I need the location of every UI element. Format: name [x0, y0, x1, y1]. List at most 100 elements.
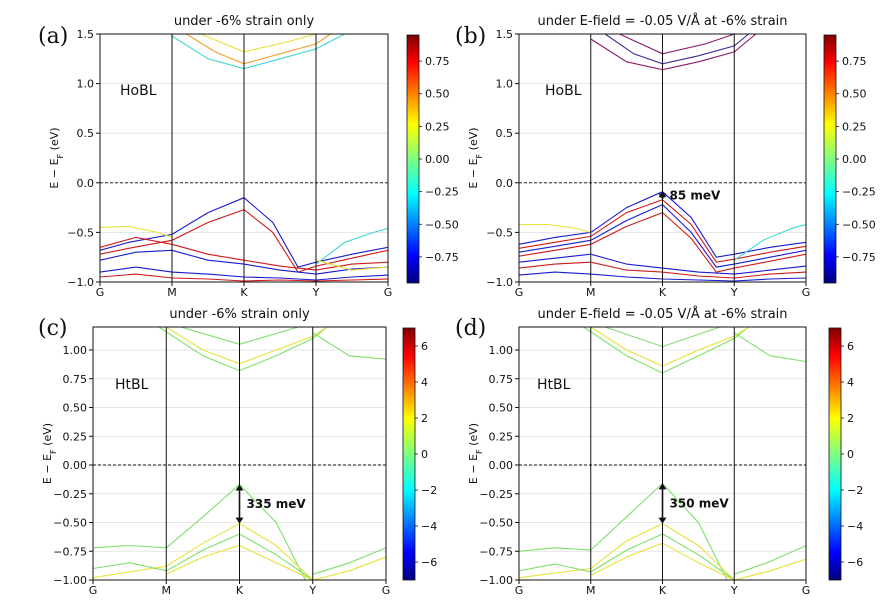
band-line	[93, 533, 314, 580]
colorbar-tick-label: −0.25	[425, 186, 459, 199]
y-axis-label: E − EF (eV)	[41, 423, 58, 484]
band-line	[519, 203, 806, 268]
colorbar-tick-label: 0.50	[425, 88, 450, 101]
panel-c: (c) under -6% strain only 1.00 0.75 0.50 0.25…	[38, 307, 437, 597]
y-tick-label: 0.5	[77, 127, 95, 140]
band-line	[315, 227, 388, 265]
band-line	[93, 483, 306, 580]
band-line	[519, 199, 806, 263]
panel-letter: (a)	[38, 24, 68, 49]
colorbar-tick-label: −0.50	[425, 218, 459, 231]
band-line	[312, 332, 386, 360]
colorbar-tick-label: 0.25	[842, 120, 867, 133]
band-line	[590, 327, 749, 367]
panel-b: (b) under E-field = -0.05 V/Å at -6% stra…	[455, 13, 876, 299]
chart-title: under E-field = -0.05 V/Å at -6% strain	[537, 13, 787, 29]
stacking-label: HtBL	[115, 377, 149, 393]
y-tick-label: −0.50	[53, 517, 87, 530]
colorbar-tick-label: −6	[847, 556, 863, 569]
x-tick-label: K	[240, 286, 248, 299]
x-tick-label: Y	[730, 584, 738, 597]
band-line	[583, 327, 749, 374]
colorbar-tick-label: −4	[847, 520, 863, 533]
chart-title: under -6% strain only	[174, 14, 315, 29]
y-tick-label: −0.75	[479, 545, 513, 558]
x-tick-label: G	[515, 584, 524, 597]
colorbar-tick-label: 0.50	[842, 88, 867, 101]
colorbar-tick-label: 6	[847, 340, 854, 353]
x-tick-label: M	[167, 286, 177, 299]
band-line	[619, 34, 735, 55]
colorbar	[828, 327, 842, 581]
band-line	[186, 34, 331, 65]
x-tick-label: M	[586, 584, 596, 597]
colorbar	[406, 34, 420, 284]
x-tick-label: G	[96, 286, 105, 299]
x-tick-label: G	[802, 286, 811, 299]
band-line	[166, 327, 328, 365]
y-tick-label: 0.50	[63, 402, 88, 415]
y-tick-label: 0.25	[63, 430, 88, 443]
colorbar-tick-label: 4	[847, 376, 854, 389]
bands	[519, 327, 806, 580]
gap-arrow-head-down	[658, 193, 667, 200]
band-line	[604, 34, 749, 65]
band-line	[519, 522, 735, 580]
colorbar-tick-label: −0.50	[842, 218, 876, 231]
stacking-label: HoBL	[545, 83, 582, 99]
colorbar-tick-label: 2	[847, 412, 854, 425]
x-tick-label: M	[586, 286, 596, 299]
y-axis-label: E − EF (eV)	[467, 127, 484, 188]
y-tick-label: 0.0	[77, 177, 95, 190]
x-tick-label: K	[236, 584, 244, 597]
band-line	[519, 211, 806, 273]
y-tick-label: 1.0	[77, 78, 95, 91]
y-tick-label: −0.25	[53, 488, 87, 501]
y-tick-label: −0.75	[53, 545, 87, 558]
colorbar-tick-label: 2	[421, 412, 428, 425]
colorbar	[402, 327, 416, 581]
band-line	[171, 34, 346, 70]
x-tick-label: Y	[308, 584, 316, 597]
band-line	[733, 223, 806, 261]
gap-arrow-head-down	[235, 517, 244, 524]
band-line	[158, 327, 328, 372]
band-line	[93, 522, 314, 580]
band-line	[519, 482, 728, 580]
band-line	[734, 544, 806, 575]
chart-title: under -6% strain only	[169, 307, 310, 322]
x-tick-label: K	[659, 584, 667, 597]
y-tick-label: 0.50	[489, 402, 514, 415]
stacking-label: HtBL	[537, 377, 571, 393]
colorbar-tick-label: 0.75	[425, 55, 450, 68]
x-tick-label: Y	[312, 286, 320, 299]
panel-d: (d) under E-field = -0.05 V/Å at -6% stra…	[455, 306, 863, 597]
stacking-label: HoBL	[120, 83, 157, 99]
colorbar-tick-label: 4	[421, 376, 428, 389]
colorbar-tick-label: −0.75	[425, 251, 459, 264]
y-tick-label: 0.00	[489, 459, 514, 472]
y-tick-label: 1.00	[63, 344, 88, 357]
band-line	[734, 558, 806, 580]
colorbar-tick-label: 0	[847, 448, 854, 461]
x-tick-label: K	[659, 286, 667, 299]
panel-letter: (b)	[455, 24, 486, 49]
colorbar-tick-label: −2	[421, 484, 437, 497]
x-tick-label: G	[89, 584, 98, 597]
x-tick-label: G	[384, 286, 393, 299]
colorbar-tick-label: −0.25	[842, 186, 876, 199]
band-line	[519, 223, 591, 233]
y-tick-label: −0.50	[479, 517, 513, 530]
band-line	[734, 332, 806, 363]
panel-a: (a) under -6% strain only 1.5 1.0 0.5 0.0 −0.5…	[38, 14, 459, 299]
band-line	[590, 34, 757, 71]
x-tick-label: M	[162, 584, 172, 597]
y-axis-label: E − EF (eV)	[48, 127, 65, 188]
band-line	[100, 208, 388, 273]
y-tick-label: 1.5	[77, 28, 95, 41]
colorbar-tick-label: 0	[421, 448, 428, 461]
x-tick-label: G	[382, 584, 391, 597]
x-tick-label: G	[515, 286, 524, 299]
band-line	[519, 533, 735, 580]
